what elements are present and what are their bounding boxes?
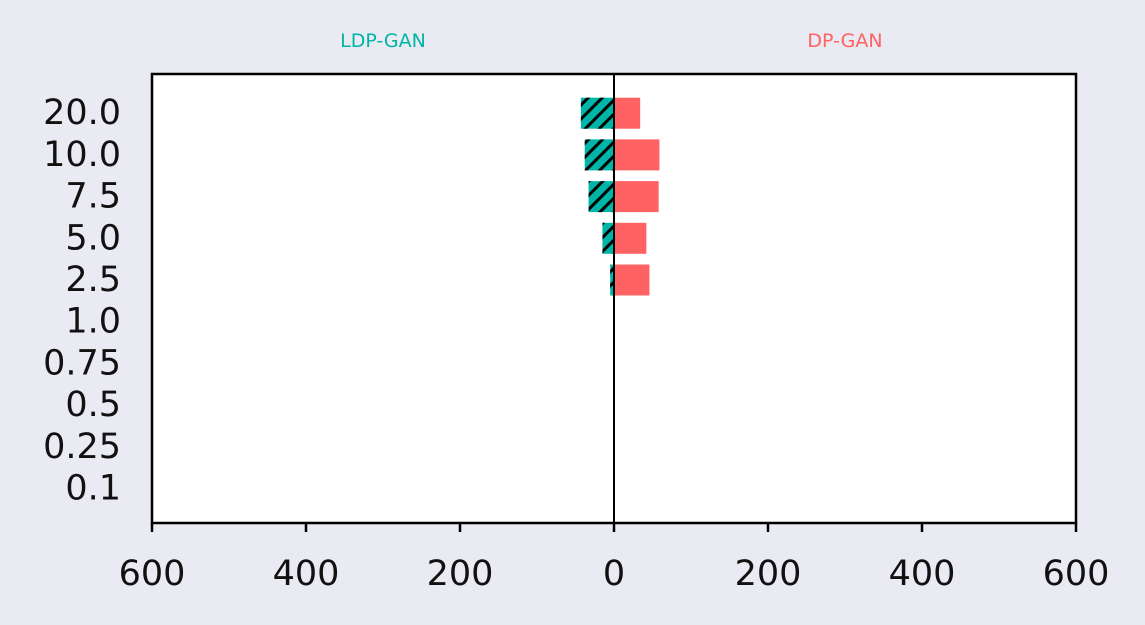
y-tick-label: 0.75 xyxy=(43,343,121,383)
bar-hatch-20_0 xyxy=(580,97,614,129)
y-tick-label: 2.5 xyxy=(65,260,121,300)
y-tick-label: 0.5 xyxy=(65,385,121,425)
bar-hatch-5_0 xyxy=(602,222,614,254)
x-tick-label: 0 xyxy=(603,554,625,594)
bar-dp-gan-5_0 xyxy=(614,222,647,254)
y-tick-label: 10.0 xyxy=(43,135,121,175)
bar-dp-gan-2_5 xyxy=(614,264,650,296)
y-tick-label: 0.1 xyxy=(65,469,121,509)
x-tick-label: 600 xyxy=(1043,554,1110,594)
y-tick-label: 0.25 xyxy=(43,427,121,467)
y-tick-label: 7.5 xyxy=(65,177,121,217)
bar-dp-gan-7_5 xyxy=(614,181,659,213)
x-tick-label: 400 xyxy=(273,554,340,594)
bar-dp-gan-10_0 xyxy=(614,139,660,171)
series-title-ldp-gan: LDP-GAN xyxy=(340,30,426,52)
x-tick-label: 200 xyxy=(735,554,802,594)
bar-hatch-7_5 xyxy=(588,181,614,213)
y-tick-label: 5.0 xyxy=(65,218,121,258)
x-tick-label: 600 xyxy=(119,554,186,594)
bar-hatch-10_0 xyxy=(584,139,614,171)
x-tick-label: 400 xyxy=(889,554,956,594)
y-tick-label: 1.0 xyxy=(65,302,121,342)
bar-dp-gan-20_0 xyxy=(614,97,641,129)
y-tick-label: 20.0 xyxy=(43,93,121,133)
series-title-dp-gan: DP-GAN xyxy=(807,30,882,52)
x-tick-label: 200 xyxy=(427,554,494,594)
bar-hatch-2_5 xyxy=(610,264,614,296)
